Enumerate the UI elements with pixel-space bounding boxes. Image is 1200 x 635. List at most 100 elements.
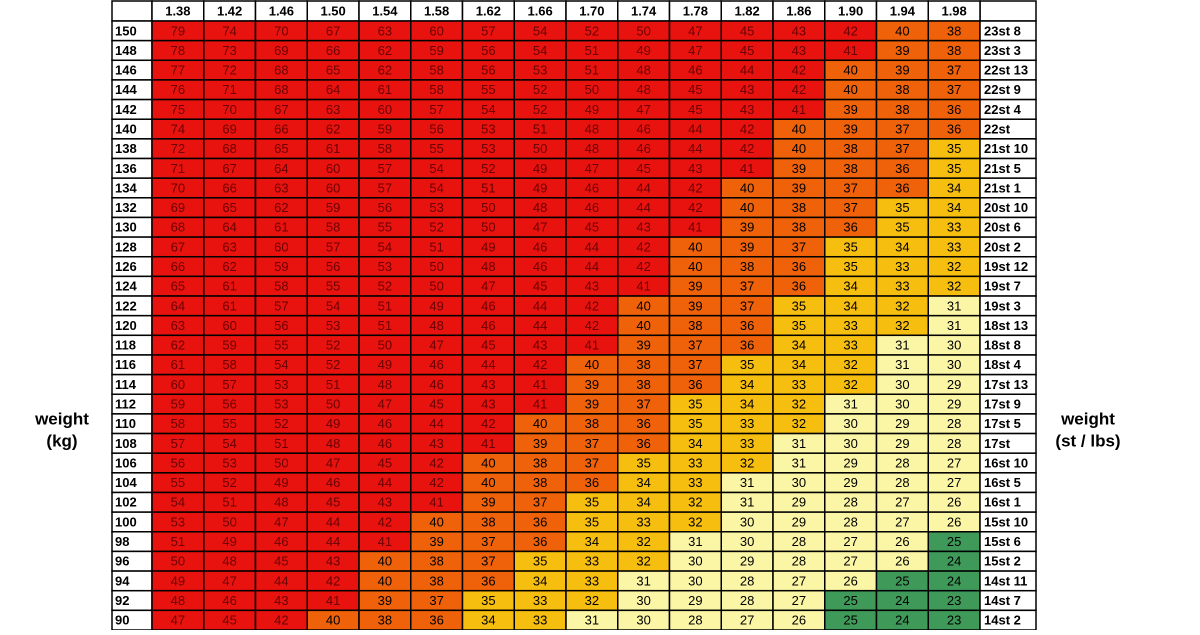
bmi-value: 35: [585, 495, 599, 510]
bmi-value: 52: [481, 161, 495, 176]
bmi-value: 58: [326, 220, 340, 235]
bmi-value: 41: [740, 161, 754, 176]
bmi-value: 32: [843, 377, 857, 392]
bmi-value: 36: [636, 436, 650, 451]
bmi-value: 45: [222, 613, 236, 628]
bmi-value: 37: [481, 554, 495, 569]
stone-label: 22st: [984, 121, 1011, 136]
stone-label: 17st 13: [984, 377, 1028, 392]
bmi-value: 38: [947, 43, 961, 58]
bmi-value: 60: [326, 180, 340, 195]
bmi-value: 40: [636, 318, 650, 333]
bmi-value: 48: [429, 318, 443, 333]
bmi-value: 70: [222, 102, 236, 117]
bmi-value: 28: [947, 436, 961, 451]
bmi-value: 51: [585, 63, 599, 78]
bmi-value: 47: [171, 613, 185, 628]
bmi-value: 49: [429, 298, 443, 313]
bmi-value: 40: [740, 180, 754, 195]
bmi-value: 56: [326, 259, 340, 274]
bmi-value: 38: [895, 102, 909, 117]
kg-label: 132: [115, 200, 137, 215]
bmi-value: 48: [326, 436, 340, 451]
bmi-value: 38: [792, 200, 806, 215]
bmi-value: 25: [843, 593, 857, 608]
stone-label: 15st 10: [984, 514, 1028, 529]
height-header: 1.98: [941, 3, 966, 18]
bmi-value: 52: [378, 279, 392, 294]
bmi-value: 58: [274, 279, 288, 294]
bmi-value: 47: [274, 514, 288, 529]
bmi-value: 44: [533, 298, 547, 313]
bmi-value: 57: [171, 436, 185, 451]
bmi-value: 36: [636, 416, 650, 431]
bmi-value: 44: [274, 573, 288, 588]
bmi-value: 45: [636, 161, 650, 176]
bmi-value: 44: [636, 200, 650, 215]
bmi-value: 29: [947, 377, 961, 392]
bmi-value: 37: [585, 455, 599, 470]
bmi-value: 32: [792, 416, 806, 431]
bmi-value: 49: [585, 102, 599, 117]
bmi-value: 38: [429, 573, 443, 588]
bmi-value: 30: [688, 554, 702, 569]
bmi-value: 48: [636, 82, 650, 97]
height-header: 1.86: [786, 3, 811, 18]
bmi-value: 32: [895, 318, 909, 333]
bmi-value: 36: [947, 121, 961, 136]
bmi-value: 58: [222, 357, 236, 372]
bmi-value: 49: [378, 357, 392, 372]
bmi-value: 29: [843, 455, 857, 470]
bmi-value: 29: [688, 593, 702, 608]
bmi-value: 33: [533, 593, 547, 608]
bmi-value: 30: [843, 436, 857, 451]
bmi-value: 47: [585, 161, 599, 176]
bmi-value: 63: [274, 180, 288, 195]
bmi-value: 57: [378, 180, 392, 195]
bmi-value: 33: [895, 279, 909, 294]
kg-label: 110: [115, 416, 136, 431]
bmi-value: 27: [895, 495, 909, 510]
bmi-value: 32: [688, 495, 702, 510]
kg-label: 126: [115, 259, 137, 274]
bmi-value: 53: [171, 514, 185, 529]
bmi-value: 76: [171, 82, 185, 97]
bmi-value: 45: [688, 102, 702, 117]
kg-label: 146: [115, 63, 137, 78]
bmi-value: 39: [792, 180, 806, 195]
bmi-value: 45: [378, 455, 392, 470]
bmi-value: 40: [378, 573, 392, 588]
bmi-value: 28: [947, 416, 961, 431]
bmi-value: 54: [481, 102, 495, 117]
bmi-value: 54: [171, 495, 185, 510]
kg-label: 104: [115, 475, 137, 490]
bmi-value: 56: [171, 455, 185, 470]
stone-label: 18st 13: [984, 318, 1028, 333]
bmi-value: 33: [843, 338, 857, 353]
bmi-value: 68: [171, 220, 185, 235]
bmi-value: 42: [429, 475, 443, 490]
kg-label: 96: [115, 554, 129, 569]
bmi-value: 45: [688, 82, 702, 97]
bmi-value: 23: [947, 593, 961, 608]
bmi-value: 44: [378, 475, 392, 490]
bmi-value: 52: [585, 23, 599, 38]
bmi-value: 45: [740, 43, 754, 58]
bmi-value: 40: [636, 298, 650, 313]
bmi-value: 45: [740, 23, 754, 38]
bmi-value: 37: [895, 121, 909, 136]
bmi-value: 45: [533, 279, 547, 294]
bmi-value: 68: [274, 82, 288, 97]
bmi-value: 53: [533, 63, 547, 78]
bmi-value: 54: [378, 239, 392, 254]
bmi-value: 35: [895, 220, 909, 235]
bmi-value: 51: [274, 436, 288, 451]
stone-label: 22st 13: [984, 63, 1028, 78]
bmi-value: 31: [636, 573, 650, 588]
bmi-value: 32: [895, 298, 909, 313]
bmi-value: 39: [481, 495, 495, 510]
bmi-value: 68: [222, 141, 236, 156]
bmi-value: 60: [274, 239, 288, 254]
bmi-value: 49: [533, 161, 547, 176]
